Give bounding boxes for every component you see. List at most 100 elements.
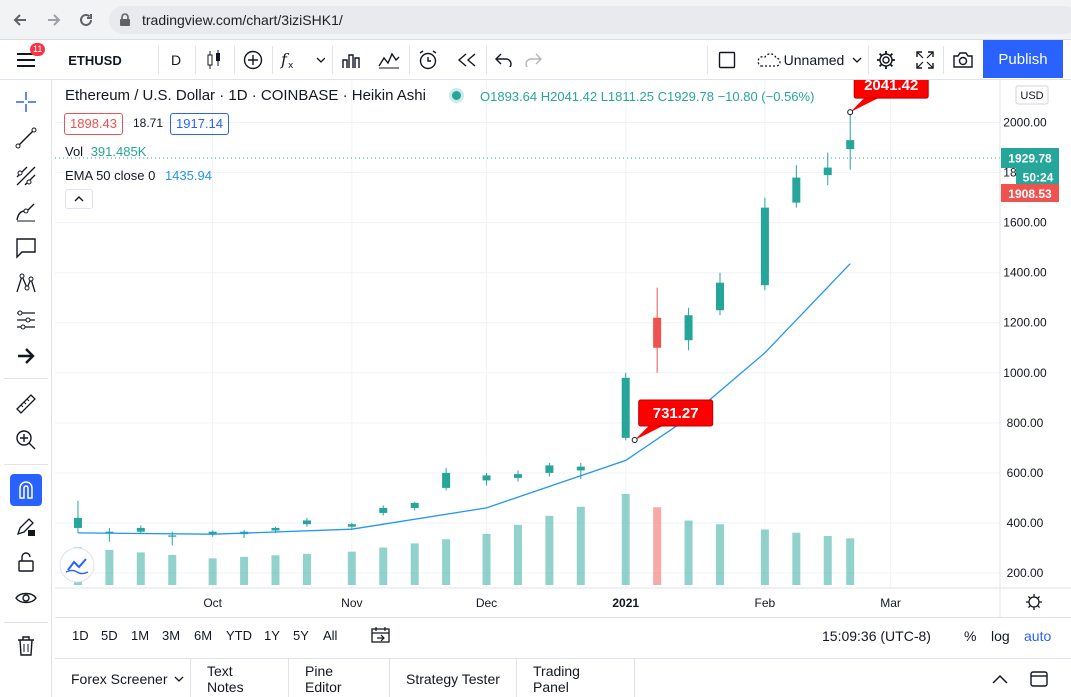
prediction-tool[interactable] (10, 304, 42, 336)
time-tick-label: Feb (755, 596, 776, 610)
range-1d-button[interactable]: 1D (72, 628, 89, 643)
ema-legend[interactable]: EMA 50 close 0 1435.94 (65, 168, 212, 183)
chevron-down-icon (852, 57, 862, 63)
tab-forex-screener[interactable]: Forex Screener (55, 659, 191, 697)
arrow-tool[interactable] (10, 340, 42, 372)
collapse-panel-button[interactable] (988, 669, 1012, 689)
lock-drawings-tool[interactable] (10, 546, 42, 578)
tab-pine-editor[interactable]: Pine Editor (289, 659, 390, 697)
range-1y-button[interactable]: 1Y (264, 628, 280, 643)
zoom-tool[interactable] (10, 424, 42, 456)
maximize-panel-button[interactable] (1027, 668, 1051, 690)
browser-bar: tradingview.com/chart/3iziSHK1/ (0, 0, 1071, 40)
back-icon[interactable] (8, 8, 32, 32)
candle (760, 197, 769, 291)
candle-body (846, 140, 855, 150)
brush-tool[interactable] (10, 196, 42, 228)
auto-toggle[interactable]: auto (1024, 628, 1052, 644)
symbol-search-button[interactable]: ETHUSD (68, 52, 122, 68)
volume-bar (621, 493, 630, 585)
go-to-date-button[interactable] (371, 626, 391, 647)
last-price-text: 1929.78 (1008, 152, 1052, 166)
tab-strategy-tester[interactable]: Strategy Tester (390, 659, 517, 697)
symbol-legend[interactable]: Ethereum / U.S. Dollar · 1D · COINBASE ·… (65, 87, 426, 104)
chart-style-button[interactable] (199, 40, 229, 80)
measure-tool[interactable] (10, 388, 42, 420)
fullscreen-select-button[interactable] (711, 40, 743, 80)
volume-bar (716, 524, 724, 585)
hide-drawings-tool[interactable] (10, 582, 42, 614)
time-tick-label: Oct (203, 596, 222, 610)
range-5d-button[interactable]: 5D (101, 628, 118, 643)
arrow-right-icon (18, 348, 35, 364)
settings-button[interactable] (870, 40, 902, 80)
notification-badge: 11 (30, 43, 46, 56)
alert-button[interactable] (413, 40, 443, 80)
time-scale[interactable]: Oct Nov Dec 2021 Feb Mar (203, 596, 901, 610)
range-ytd-button[interactable]: YTD (226, 628, 252, 643)
candle-body (545, 465, 554, 473)
price-tick-label: 1400.00 (1003, 266, 1047, 280)
brush-icon (16, 203, 35, 222)
time-settings-icon[interactable] (1026, 594, 1042, 610)
layout-button[interactable]: Unnamed (748, 40, 868, 80)
candle (823, 152, 832, 186)
range-3m-button[interactable]: 3M (162, 628, 181, 643)
cloud-icon (757, 53, 781, 67)
candle-body (271, 527, 280, 531)
trend-line-tool[interactable] (10, 122, 42, 154)
volume-bar (792, 532, 801, 585)
price-callout[interactable]: 731.27 (631, 399, 714, 444)
remove-drawings-tool[interactable] (10, 630, 42, 662)
callout-box (638, 399, 714, 427)
volume-bar (208, 558, 217, 585)
percent-toggle[interactable]: % (964, 628, 977, 644)
address-bar[interactable]: tradingview.com/chart/3iziSHK1/ (109, 6, 1071, 34)
magnet-tool[interactable] (10, 474, 42, 506)
url-text: tradingview.com/chart/3iziSHK1/ (142, 12, 343, 28)
candle (442, 467, 451, 491)
range-6m-button[interactable]: 6M (194, 628, 213, 643)
compare-button[interactable] (238, 40, 268, 80)
ask-price[interactable]: 1917.14 (170, 113, 229, 135)
bid-price[interactable]: 1898.43 (64, 113, 123, 135)
pitchfork-tool[interactable] (10, 160, 42, 192)
tab-trading-panel[interactable]: Trading Panel (517, 659, 635, 697)
chart-area[interactable]: 731.27 2041.42 2000.001800.001600.001400.… (55, 80, 1071, 617)
price-tick-label: 400.00 (1007, 516, 1044, 530)
snapshot-button[interactable] (947, 40, 979, 80)
clock[interactable]: 15:09:36 (UTC-8) (822, 628, 931, 644)
stay-drawing-tool[interactable] (10, 510, 42, 542)
ema-label: EMA 50 close 0 (65, 168, 156, 183)
pattern-tool[interactable] (10, 268, 42, 300)
templates-button[interactable] (374, 40, 404, 80)
publish-button[interactable]: Publish (983, 40, 1063, 78)
redo-button[interactable] (519, 40, 547, 80)
text-tool[interactable] (10, 232, 42, 264)
financials-button[interactable] (336, 40, 366, 80)
replay-button[interactable] (452, 40, 482, 80)
undo-button[interactable] (490, 40, 518, 80)
range-5y-button[interactable]: 5Y (293, 628, 309, 643)
crosshair-tool[interactable] (10, 86, 42, 118)
range-all-button[interactable]: All (323, 628, 338, 643)
volume-legend[interactable]: Vol 391.485K (65, 144, 146, 159)
legend-collapse-button[interactable] (65, 189, 93, 209)
range-1m-button[interactable]: 1M (131, 628, 150, 643)
currency-box[interactable] (1015, 85, 1049, 105)
price-scale[interactable]: 2000.001800.001600.001400.001200.001000.… (1003, 116, 1047, 580)
callouts[interactable]: 731.27 2041.42 (631, 80, 929, 444)
tradingview-logo[interactable] (59, 547, 95, 583)
log-toggle[interactable]: log (991, 628, 1010, 644)
menu-button[interactable]: 11 (0, 40, 52, 80)
indicator-templates-icon (378, 52, 400, 69)
interval-button[interactable]: D (170, 52, 182, 68)
price-callout[interactable]: 2041.42 (847, 80, 929, 116)
reload-icon[interactable] (74, 8, 98, 32)
candle-body (621, 377, 630, 438)
lock-icon (120, 13, 130, 26)
forward-icon[interactable] (42, 8, 66, 32)
fullscreen-button[interactable] (909, 40, 941, 80)
tab-text-notes[interactable]: Text Notes (191, 659, 289, 697)
